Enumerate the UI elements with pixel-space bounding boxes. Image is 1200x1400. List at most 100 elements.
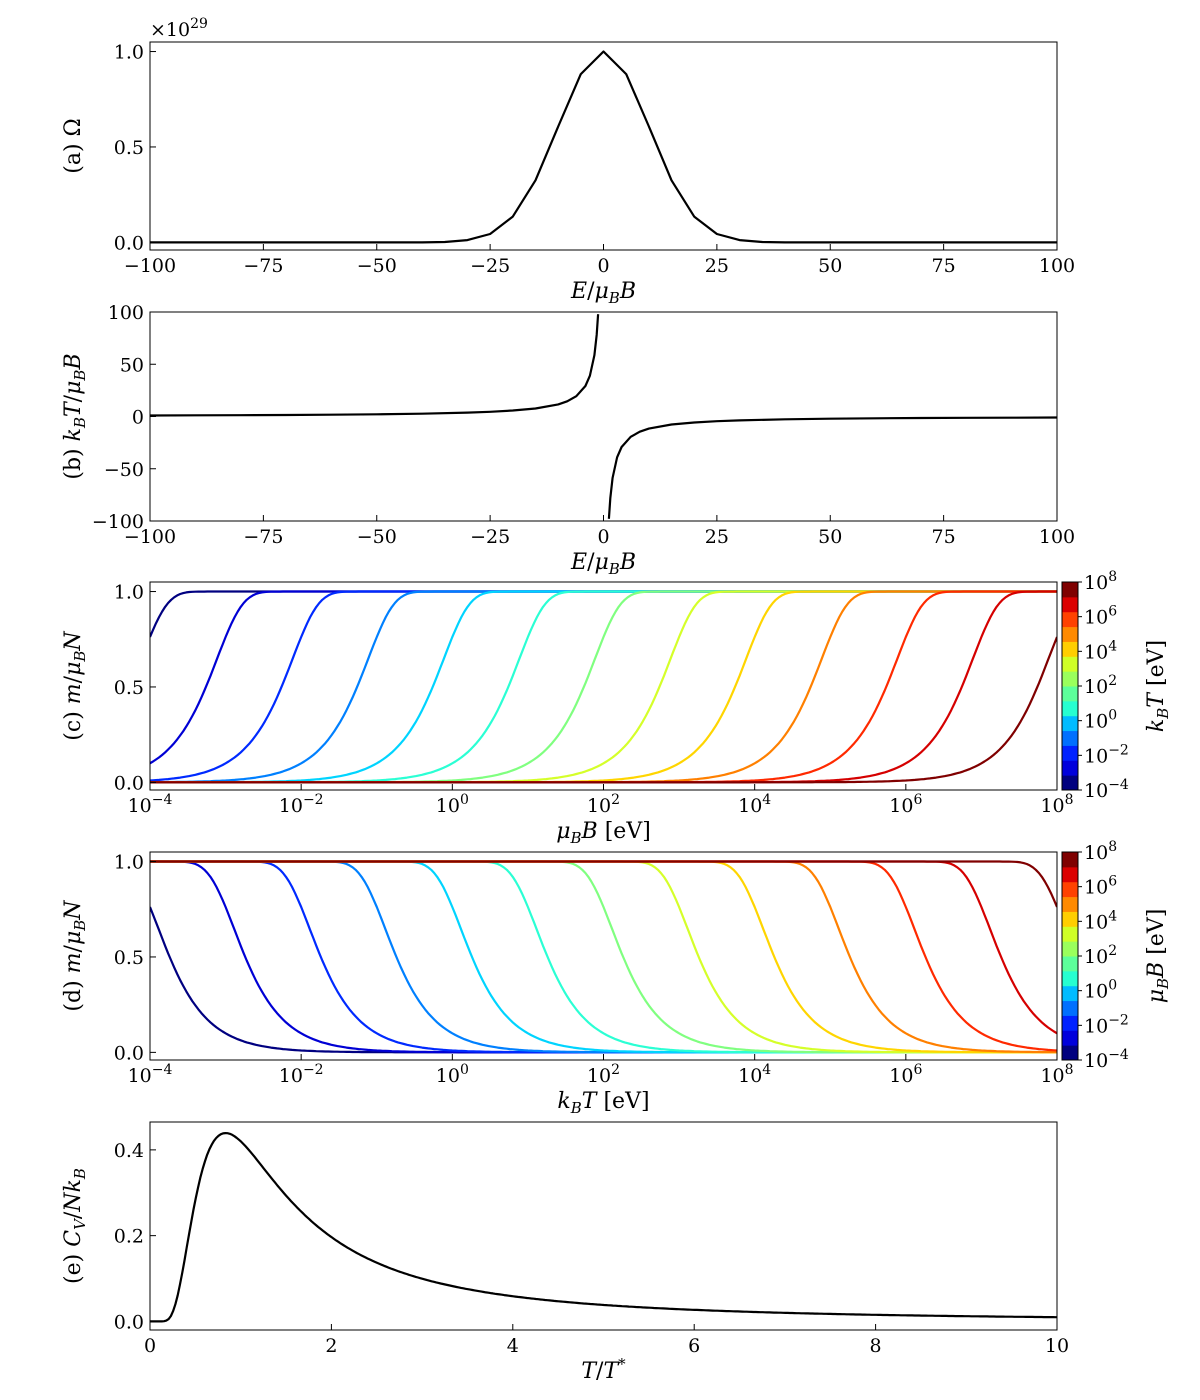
curves-c bbox=[150, 590, 1057, 784]
x-tick-label: −50 bbox=[357, 255, 397, 277]
y-tick-label: 0.0 bbox=[114, 772, 144, 794]
y-tick-label: 1.0 bbox=[114, 582, 144, 604]
y-offset-label: ×1029 bbox=[150, 16, 208, 41]
colorbar-tick-label: 108 bbox=[1084, 839, 1117, 864]
colorbar-tick-label: 106 bbox=[1084, 874, 1117, 899]
y-tick-label: 0.0 bbox=[114, 1311, 144, 1333]
x-tick-label: 102 bbox=[587, 792, 620, 817]
y-tick-label: 100 bbox=[108, 302, 144, 324]
panel-c: 10−4 10−2 100 102 104 106 108 0.0 0.5 1.0 μBB [eV]… bbox=[61, 569, 1172, 847]
y-tick-label: 0.5 bbox=[114, 137, 144, 159]
x-tick-label: 100 bbox=[436, 1062, 469, 1087]
series-line-c--4 bbox=[150, 590, 1057, 638]
colorbar-tick-label: 10−2 bbox=[1084, 742, 1129, 767]
x-tick-label: 10−4 bbox=[128, 792, 173, 817]
y-tick-label: 0.0 bbox=[114, 1042, 144, 1064]
x-tick-label: 106 bbox=[889, 792, 922, 817]
colorbar-segment bbox=[1062, 611, 1078, 628]
colorbar-segment bbox=[1062, 911, 1078, 927]
panel-d: 10−4 10−2 100 102 104 106 108 0.0 0.5 1.0 kBT [eV]… bbox=[61, 839, 1172, 1117]
y-axis-label-a: (a) Ω bbox=[61, 118, 86, 174]
x-tick-label: −100 bbox=[124, 526, 176, 548]
colorbar-segment bbox=[1062, 775, 1078, 791]
axes-frame-a bbox=[149, 41, 1058, 251]
series-line-b-0 bbox=[150, 314, 600, 417]
axes-frame-e bbox=[149, 1121, 1058, 1331]
series-line-c-8 bbox=[150, 636, 1057, 784]
y-tick-label: 0.0 bbox=[114, 232, 144, 254]
colorbar-tick-label: 10−4 bbox=[1084, 1047, 1129, 1072]
colorbar-tick-label: 10−2 bbox=[1084, 1012, 1129, 1037]
colorbar-segment bbox=[1062, 641, 1078, 657]
series-line-d--3 bbox=[150, 860, 1057, 1054]
colorbar-segment bbox=[1062, 985, 1078, 1002]
panel-b: −100 −75 −50 −25 0 25 50 75 100 −100 −50 0 50 100 E/μB… bbox=[61, 302, 1075, 578]
x-tick-label: 75 bbox=[932, 255, 956, 277]
x-tick-label: 0 bbox=[597, 526, 609, 548]
x-tick-label: 4 bbox=[507, 1335, 519, 1357]
colorbar-label: μBB [eV] bbox=[1144, 909, 1172, 1004]
colorbar-segment bbox=[1062, 596, 1078, 613]
colorbar-tick-label: 104 bbox=[1084, 638, 1117, 663]
x-tick-label: −50 bbox=[357, 526, 397, 548]
colorbar-d: 10−4 10−2 100 102 104 106 108 μBB [eV] bbox=[1061, 839, 1172, 1072]
x-tick-label: 100 bbox=[436, 792, 469, 817]
colorbar-tick-label: 10−4 bbox=[1084, 777, 1129, 802]
y-axis-label-e: (e) CV/NkB bbox=[61, 1168, 89, 1284]
series-line-d-8 bbox=[150, 860, 1057, 908]
x-tick-label: 10 bbox=[1045, 1335, 1069, 1357]
x-tick-label: −75 bbox=[243, 255, 283, 277]
x-tick-label: 0 bbox=[597, 255, 609, 277]
x-tick-label: 10−4 bbox=[128, 1062, 173, 1087]
x-tick-label: 100 bbox=[1039, 255, 1075, 277]
x-tick-label: 106 bbox=[889, 1062, 922, 1087]
panel-a: −100 −75 −50 −25 0 25 50 75 100 0.0 0.5 1.0 E/μBB (a)… bbox=[61, 16, 1075, 307]
y-tick-label: 0.5 bbox=[114, 677, 144, 699]
x-tick-label: 25 bbox=[705, 255, 729, 277]
x-tick-label: −25 bbox=[470, 526, 510, 548]
x-tick-label: 104 bbox=[738, 792, 771, 817]
x-tick-label: 50 bbox=[818, 255, 842, 277]
curves-a bbox=[150, 50, 1057, 244]
colorbar-c: 10−4 10−2 100 102 104 106 108 kBT [eV] bbox=[1061, 569, 1172, 802]
x-tick-label: 102 bbox=[587, 1062, 620, 1087]
x-tick-label: 2 bbox=[325, 1335, 337, 1357]
y-tick-label: 0 bbox=[132, 407, 144, 429]
colorbar-segment bbox=[1062, 671, 1078, 687]
x-tick-label: 0 bbox=[144, 1335, 156, 1357]
colorbar-segment bbox=[1062, 1045, 1078, 1061]
x-axis-label-e: T/T* bbox=[581, 1355, 626, 1384]
colorbar-segment bbox=[1062, 881, 1078, 898]
axes-frame-d bbox=[149, 851, 1058, 1061]
curves-d bbox=[150, 860, 1057, 1054]
x-tick-label: −75 bbox=[243, 526, 283, 548]
colorbar-segment bbox=[1062, 715, 1078, 732]
y-tick-label: 1.0 bbox=[114, 852, 144, 874]
x-tick-label: 10−2 bbox=[279, 1062, 324, 1087]
x-tick-label: 108 bbox=[1040, 1062, 1073, 1087]
colorbar-segment bbox=[1062, 970, 1078, 987]
colorbar-segment bbox=[1062, 866, 1078, 883]
series-line-a-0 bbox=[150, 50, 1057, 244]
x-tick-label: 8 bbox=[870, 1335, 882, 1357]
colorbar-segment bbox=[1062, 1015, 1078, 1031]
curves-b bbox=[150, 314, 1057, 519]
x-axis-label-c: μBB [eV] bbox=[556, 819, 651, 847]
x-axis-label-a: E/μBB bbox=[570, 279, 636, 307]
y-axis-label-c: (c) m/μBN bbox=[61, 631, 89, 741]
colorbar-segment bbox=[1062, 926, 1078, 942]
colorbar-segment bbox=[1062, 956, 1078, 972]
colorbar-segment bbox=[1062, 1030, 1078, 1046]
colorbar-tick-label: 100 bbox=[1084, 978, 1117, 1003]
panel-e: 0 2 4 6 8 10 0.0 0.2 0.4 T/T* (e) CV/NkB bbox=[61, 1121, 1069, 1384]
y-tick-label: 0.4 bbox=[114, 1140, 144, 1162]
colorbar-segment bbox=[1062, 941, 1078, 957]
series-line-e-0 bbox=[150, 1132, 1057, 1323]
x-tick-label: 108 bbox=[1040, 792, 1073, 817]
series-line-b-1 bbox=[607, 416, 1057, 519]
y-tick-label: 50 bbox=[120, 354, 144, 376]
y-tick-label: 0.2 bbox=[114, 1226, 144, 1248]
colorbar-segment bbox=[1062, 700, 1078, 717]
colorbar-segment bbox=[1062, 626, 1078, 642]
